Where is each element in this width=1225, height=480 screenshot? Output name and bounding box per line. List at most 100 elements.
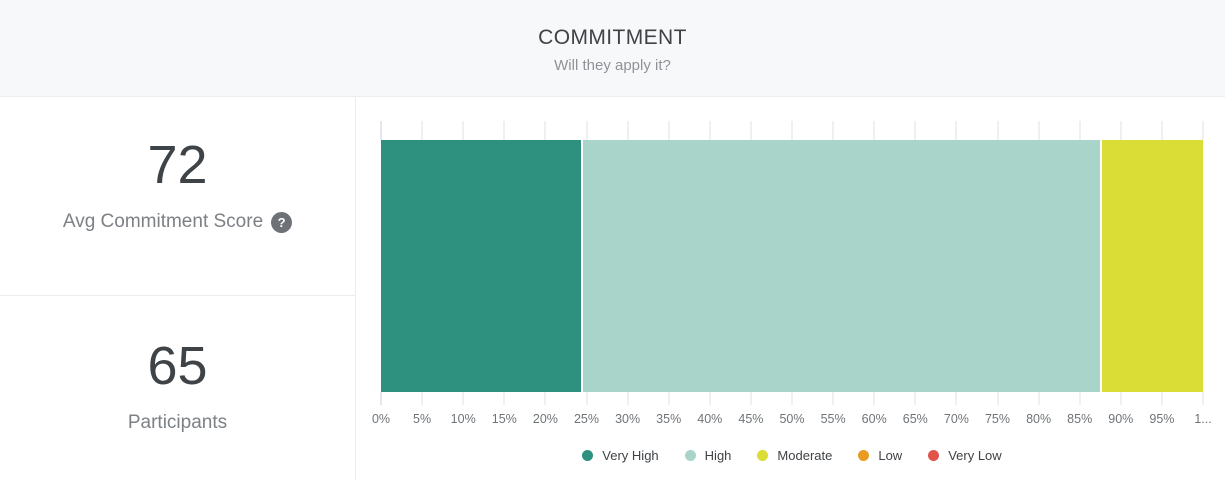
axis-tick-95 bbox=[1161, 392, 1163, 405]
legend-item-very-low[interactable]: Very Low bbox=[928, 448, 1002, 463]
stat-card-avg-commitment-score: 72 Avg Commitment Score ? bbox=[0, 97, 355, 296]
x-axis-ticks-bottom bbox=[380, 392, 1204, 405]
axis-tick-75 bbox=[997, 121, 998, 140]
axis-tick-10 bbox=[462, 392, 464, 405]
legend-dot-very-low bbox=[928, 450, 940, 461]
axis-tick-55 bbox=[832, 392, 834, 405]
x-axis-label-10: 50% bbox=[779, 412, 805, 426]
x-axis-label-3: 15% bbox=[491, 412, 517, 426]
x-axis-ticks-top bbox=[380, 121, 1204, 140]
axis-tick-15 bbox=[503, 392, 505, 405]
axis-tick-80 bbox=[1038, 121, 1040, 140]
legend-label-moderate: Moderate bbox=[777, 448, 833, 463]
axis-tick-60 bbox=[873, 392, 875, 405]
x-axis-label-6: 30% bbox=[615, 412, 641, 426]
participants-value: 65 bbox=[147, 336, 208, 396]
participants-label: Participants bbox=[127, 412, 228, 433]
axis-tick-85 bbox=[1079, 121, 1081, 140]
stacked-bar bbox=[381, 140, 1203, 392]
x-axis-label-18: 90% bbox=[1108, 412, 1134, 426]
x-axis-label-1: 5% bbox=[413, 412, 432, 426]
legend-dot-moderate bbox=[757, 450, 769, 461]
axis-tick-0 bbox=[380, 121, 382, 140]
axis-tick-90 bbox=[1120, 121, 1122, 140]
x-axis-label-11: 55% bbox=[820, 412, 846, 426]
axis-tick-50 bbox=[791, 121, 793, 140]
legend-dot-very-high bbox=[582, 450, 594, 461]
axis-tick-100 bbox=[1202, 121, 1204, 140]
avg-commitment-score-value: 72 bbox=[147, 135, 208, 195]
x-axis-label-14: 70% bbox=[943, 412, 969, 426]
axis-tick-50 bbox=[791, 392, 793, 405]
legend-item-low[interactable]: Low bbox=[858, 448, 902, 463]
legend-dot-low bbox=[858, 450, 870, 461]
legend-label-very-high: Very High bbox=[602, 448, 659, 463]
axis-tick-30 bbox=[627, 392, 629, 405]
axis-tick-10 bbox=[462, 121, 464, 140]
axis-tick-5 bbox=[421, 121, 423, 140]
axis-tick-100 bbox=[1202, 392, 1204, 405]
axis-tick-40 bbox=[709, 392, 711, 405]
bar-segment-moderate[interactable] bbox=[1101, 140, 1203, 392]
page-subtitle: Will they apply it? bbox=[554, 57, 671, 74]
x-axis-label-2: 10% bbox=[450, 412, 476, 426]
axis-tick-70 bbox=[955, 392, 957, 405]
x-axis-label-5: 25% bbox=[573, 412, 600, 426]
axis-tick-65 bbox=[914, 392, 916, 405]
axis-tick-45 bbox=[750, 121, 752, 140]
axis-tick-25 bbox=[586, 121, 587, 140]
legend-item-very-high[interactable]: Very High bbox=[582, 448, 659, 463]
axis-tick-55 bbox=[832, 121, 834, 140]
axis-tick-85 bbox=[1079, 392, 1081, 405]
x-axis-label-0: 0% bbox=[371, 412, 391, 426]
header: COMMITMENT Will they apply it? bbox=[0, 0, 1225, 97]
x-axis-label-4: 20% bbox=[532, 412, 558, 426]
axis-tick-35 bbox=[668, 121, 670, 140]
axis-tick-20 bbox=[544, 392, 546, 405]
x-axis-label-17: 85% bbox=[1067, 412, 1093, 426]
x-axis-label-7: 35% bbox=[656, 412, 682, 426]
axis-tick-95 bbox=[1161, 121, 1163, 140]
x-axis-label-16: 80% bbox=[1026, 412, 1052, 426]
chart-legend: Very High High Moderate Low Very Low bbox=[381, 448, 1203, 463]
axis-tick-0 bbox=[380, 392, 382, 405]
x-axis-labels: 0% 5% 10% 15% 20% 25% 30% 35% 40% 45% 50% 55% 60% 65%… bbox=[372, 412, 1212, 429]
x-axis-label-13: 65% bbox=[902, 412, 928, 426]
axis-tick-80 bbox=[1038, 392, 1040, 405]
commitment-distribution-chart: 0% 5% 10% 15% 20% 25% 30% 35% 40% 45% 50% 55% 60% 65%… bbox=[356, 97, 1225, 480]
axis-tick-25 bbox=[586, 392, 587, 405]
legend-label-very-low: Very Low bbox=[948, 448, 1002, 463]
bar-segment-high[interactable] bbox=[583, 140, 1102, 392]
axis-tick-40 bbox=[709, 121, 711, 140]
legend-label-high: High bbox=[704, 448, 732, 463]
x-axis-label-15: 75% bbox=[984, 412, 1011, 426]
axis-tick-70 bbox=[955, 121, 957, 140]
x-axis-label-8: 40% bbox=[697, 412, 723, 426]
axis-tick-15 bbox=[503, 121, 505, 140]
avg-commitment-score-label: Avg Commitment Score bbox=[62, 211, 264, 232]
help-icon[interactable]: ? bbox=[271, 211, 293, 233]
axis-tick-75 bbox=[997, 392, 998, 405]
page-title: COMMITMENT bbox=[538, 26, 687, 49]
bar-segment-very-high[interactable] bbox=[381, 140, 584, 392]
axis-tick-5 bbox=[421, 392, 423, 405]
main-content: 72 Avg Commitment Score ? 65 Participant… bbox=[0, 97, 1225, 480]
axis-tick-35 bbox=[668, 392, 670, 405]
axis-tick-20 bbox=[544, 121, 546, 140]
axis-tick-90 bbox=[1120, 392, 1122, 405]
axis-tick-65 bbox=[914, 121, 916, 140]
x-axis-label-20: 1... bbox=[1194, 412, 1212, 426]
x-axis-label-19: 95% bbox=[1149, 412, 1175, 426]
legend-label-low: Low bbox=[878, 448, 903, 463]
stat-card-participants: 65 Participants bbox=[0, 296, 355, 480]
legend-item-high[interactable]: High bbox=[684, 448, 732, 463]
legend-dot-high bbox=[684, 450, 696, 461]
x-axis-label-12: 60% bbox=[861, 412, 887, 426]
axis-tick-60 bbox=[873, 121, 875, 140]
axis-tick-30 bbox=[627, 121, 629, 140]
stats-sidebar: 72 Avg Commitment Score ? 65 Participant… bbox=[0, 97, 356, 480]
legend-item-moderate[interactable]: Moderate bbox=[757, 448, 832, 463]
chart-plot-area: 0% 5% 10% 15% 20% 25% 30% 35% 40% 45% 50% 55% 60% 65%… bbox=[372, 121, 1212, 429]
axis-tick-45 bbox=[750, 392, 752, 405]
x-axis-label-9: 45% bbox=[738, 412, 764, 426]
